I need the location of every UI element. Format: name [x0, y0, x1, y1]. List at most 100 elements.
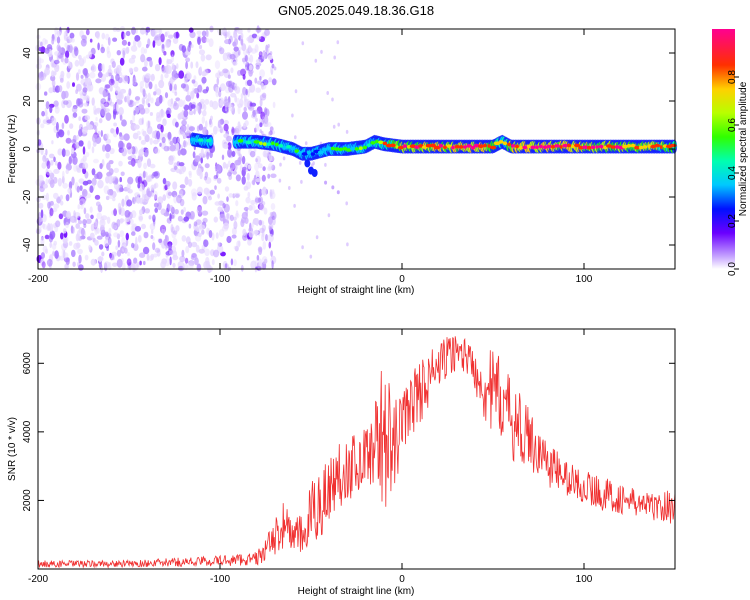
noise-speck — [190, 104, 196, 109]
noise-speck — [71, 106, 78, 113]
noise-speck — [191, 241, 198, 248]
noise-speck — [116, 187, 119, 193]
snr-ticks: -200 -100 0 100 2000 4000 6000 — [22, 329, 675, 585]
noise-speck — [201, 36, 207, 44]
noise-speck — [141, 117, 144, 125]
noise-speck — [255, 59, 262, 64]
noise-speck — [54, 160, 58, 166]
noise-speck — [197, 167, 202, 175]
noise-speck — [256, 254, 260, 261]
noise-speck — [224, 263, 228, 269]
noise-speck — [105, 133, 110, 139]
noise-speck — [244, 66, 248, 72]
noise-speck — [105, 195, 110, 201]
noise-speck — [229, 53, 236, 60]
ridge-core — [603, 145, 608, 150]
noise-speck — [74, 212, 81, 218]
noise-speck — [108, 236, 112, 246]
noise-speck — [122, 262, 126, 271]
noise-speck — [95, 78, 102, 84]
noise-speck — [267, 131, 272, 136]
noise-speck — [181, 165, 187, 173]
ridge-core — [282, 146, 288, 150]
noise-speck — [149, 163, 156, 169]
ridge-core — [433, 145, 441, 150]
noise-speck — [121, 242, 127, 250]
ridge-core — [511, 144, 515, 148]
noise-speck — [227, 160, 231, 168]
noise-speck — [107, 68, 112, 73]
noise-speck — [247, 191, 251, 198]
noise-speck — [158, 94, 163, 104]
noise-speck — [64, 263, 69, 270]
noise-speck — [152, 139, 159, 145]
noise-speck — [224, 186, 230, 192]
noise-speck — [36, 227, 42, 234]
noise-speck — [131, 242, 135, 249]
noise-speck — [162, 118, 167, 126]
noise-speck — [43, 72, 48, 77]
noise-speck — [130, 224, 137, 233]
noise-speck — [199, 66, 202, 74]
noise-speck — [108, 168, 114, 176]
noise-speck — [185, 57, 191, 62]
noise-speck — [46, 160, 51, 169]
noise-speck — [51, 79, 56, 87]
noise-speck — [40, 209, 44, 219]
noise-speck — [56, 131, 60, 139]
noise-speck — [200, 98, 205, 104]
noise-speck — [133, 66, 139, 72]
noise-speck — [148, 215, 152, 220]
noise-speck — [205, 29, 209, 37]
noise-speck — [259, 98, 263, 107]
noise-speck — [58, 213, 64, 220]
noise-speck — [178, 162, 185, 167]
x-tick-label: -100 — [210, 274, 230, 285]
noise-speck — [117, 92, 124, 101]
noise-speck — [78, 254, 82, 264]
noise-speck — [49, 207, 54, 217]
noise-speck — [168, 242, 172, 251]
noise-speck — [106, 46, 110, 54]
noise-speck — [257, 197, 262, 203]
noise-speck — [227, 142, 232, 150]
noise-speck — [145, 26, 151, 33]
noise-speck — [269, 130, 273, 136]
noise-speck — [88, 51, 93, 58]
noise-speck — [202, 89, 209, 94]
noise-speck — [65, 50, 70, 59]
noise-speck — [244, 120, 249, 127]
noise-speck — [255, 218, 259, 227]
noise-speck — [113, 167, 120, 174]
noise-speck — [82, 162, 89, 170]
noise-speck — [272, 215, 275, 220]
noise-speck — [143, 231, 149, 239]
noise-speck — [265, 44, 268, 53]
noise-speck — [99, 163, 103, 170]
noise-speck — [158, 79, 165, 89]
noise-speck — [327, 213, 331, 218]
noise-speck — [191, 87, 195, 95]
noise-speck — [219, 47, 225, 55]
noise-speck — [201, 210, 209, 216]
noise-speck — [226, 135, 232, 142]
ridge-core — [535, 145, 539, 149]
noise-speck — [234, 212, 240, 219]
noise-speck — [75, 89, 78, 94]
noise-speck — [112, 262, 118, 267]
noise-speck — [227, 169, 231, 177]
ridge-core — [307, 150, 311, 155]
noise-speck — [90, 64, 97, 73]
noise-speck — [59, 194, 64, 200]
noise-speck — [64, 57, 69, 64]
ridge-core — [237, 139, 244, 143]
noise-speck — [225, 212, 231, 221]
noise-speck — [185, 61, 189, 70]
noise-speck — [213, 125, 218, 135]
noise-speck — [196, 186, 203, 195]
noise-speck — [42, 119, 47, 125]
noise-speck — [337, 122, 341, 127]
noise-speck — [133, 257, 138, 264]
noise-speck — [99, 219, 106, 227]
noise-speck — [41, 162, 47, 169]
